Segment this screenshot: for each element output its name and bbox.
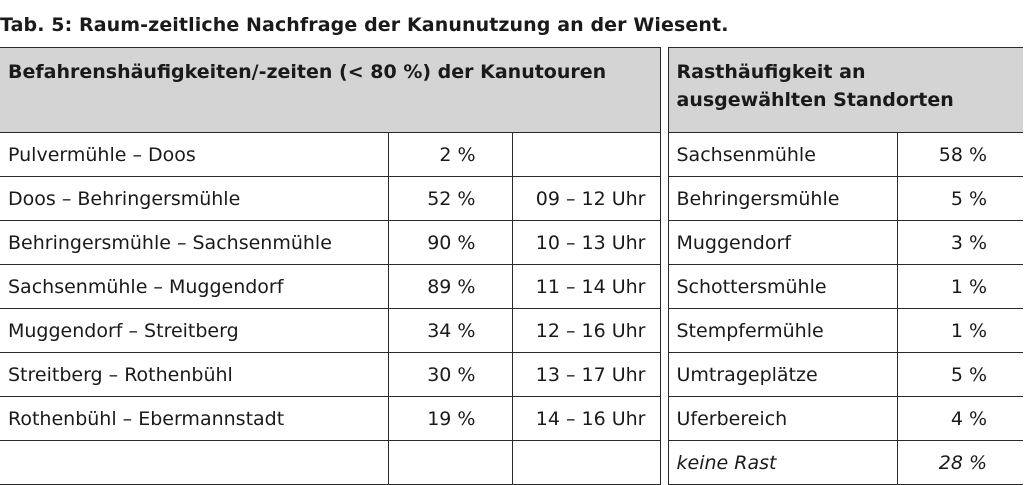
time-cell (511, 132, 661, 177)
table-row: Doos – Behringersmühle 52 % 09 – 12 Uhr Beh… (0, 176, 1024, 221)
rest-cell: 4 % (896, 396, 1024, 441)
place-cell: Sachsenmühle (667, 132, 898, 177)
time-cell: 12 – 16 Uhr (511, 308, 661, 353)
time-cell: 13 – 17 Uhr (511, 352, 661, 397)
rest-cell: 58 % (896, 132, 1024, 177)
header-left: Befahrenshäufigkeiten/-zeiten (< 80 %) d… (0, 47, 661, 133)
place-cell: Behringersmühle (667, 176, 898, 221)
frequency-cell: 89 % (387, 264, 513, 309)
table-row: Muggendorf – Streitberg 34 % 12 – 16 Uhr St… (0, 308, 1024, 353)
time-cell: 09 – 12 Uhr (511, 176, 661, 221)
column-gap (659, 308, 669, 353)
rest-cell: 5 % (896, 352, 1024, 397)
table-row: Rothenbühl – Ebermannstadt 19 % 14 – 16 Uh… (0, 396, 1024, 441)
column-gap (659, 220, 669, 265)
data-table: Befahrenshäufigkeiten/-zeiten (< 80 %) d… (0, 47, 1024, 485)
route-cell: Doos – Behringersmühle (0, 176, 389, 221)
rest-cell: 1 % (896, 308, 1024, 353)
route-cell: Sachsenmühle – Muggendorf (0, 264, 389, 309)
place-cell: Stempfermühle (667, 308, 898, 353)
table-row: Pulvermühle – Doos 2 % Sachsenmühle 58 % (0, 132, 1024, 177)
place-cell: Umtrageplätze (667, 352, 898, 397)
column-gap (659, 132, 669, 177)
frequency-cell (387, 440, 513, 485)
frequency-cell: 19 % (387, 396, 513, 441)
frequency-cell: 52 % (387, 176, 513, 221)
column-gap (659, 47, 669, 133)
route-cell: Behringersmühle – Sachsenmühle (0, 220, 389, 265)
column-gap (659, 396, 669, 441)
rest-cell: 28 % (896, 440, 1024, 485)
rest-cell: 5 % (896, 176, 1024, 221)
column-gap (659, 352, 669, 397)
place-cell: Schottersmühle (667, 264, 898, 309)
table-row: Behringersmühle – Sachsenmühle 90 % 10 – 1… (0, 220, 1024, 265)
time-cell: 14 – 16 Uhr (511, 396, 661, 441)
header-right: Rasthäufigkeit an ausgewählten Standorte… (667, 47, 1024, 133)
route-cell: Pulvermühle – Doos (0, 132, 389, 177)
route-cell: Muggendorf – Streitberg (0, 308, 389, 353)
time-cell: 10 – 13 Uhr (511, 220, 661, 265)
table-row: Streitberg – Rothenbühl 30 % 13 – 17 Uhr Um… (0, 352, 1024, 397)
table-caption: Tab. 5: Raum-zeitliche Nachfrage der Kan… (0, 14, 729, 36)
rest-cell: 1 % (896, 264, 1024, 309)
place-cell: Uferbereich (667, 396, 898, 441)
column-gap (659, 176, 669, 221)
frequency-cell: 34 % (387, 308, 513, 353)
table-row: keine Rast 28 % (0, 440, 1024, 485)
route-cell: Streitberg – Rothenbühl (0, 352, 389, 397)
frequency-cell: 30 % (387, 352, 513, 397)
table-header-row: Befahrenshäufigkeiten/-zeiten (< 80 %) d… (0, 47, 1024, 133)
time-cell: 11 – 14 Uhr (511, 264, 661, 309)
place-cell: Muggendorf (667, 220, 898, 265)
column-gap (659, 264, 669, 309)
route-cell: Rothenbühl – Ebermannstadt (0, 396, 389, 441)
time-cell (511, 440, 661, 485)
table-row: Sachsenmühle – Muggendorf 89 % 11 – 14 Uhr… (0, 264, 1024, 309)
column-gap (659, 440, 669, 485)
rest-cell: 3 % (896, 220, 1024, 265)
frequency-cell: 90 % (387, 220, 513, 265)
frequency-cell: 2 % (387, 132, 513, 177)
route-cell (0, 440, 389, 485)
place-cell: keine Rast (667, 440, 898, 485)
